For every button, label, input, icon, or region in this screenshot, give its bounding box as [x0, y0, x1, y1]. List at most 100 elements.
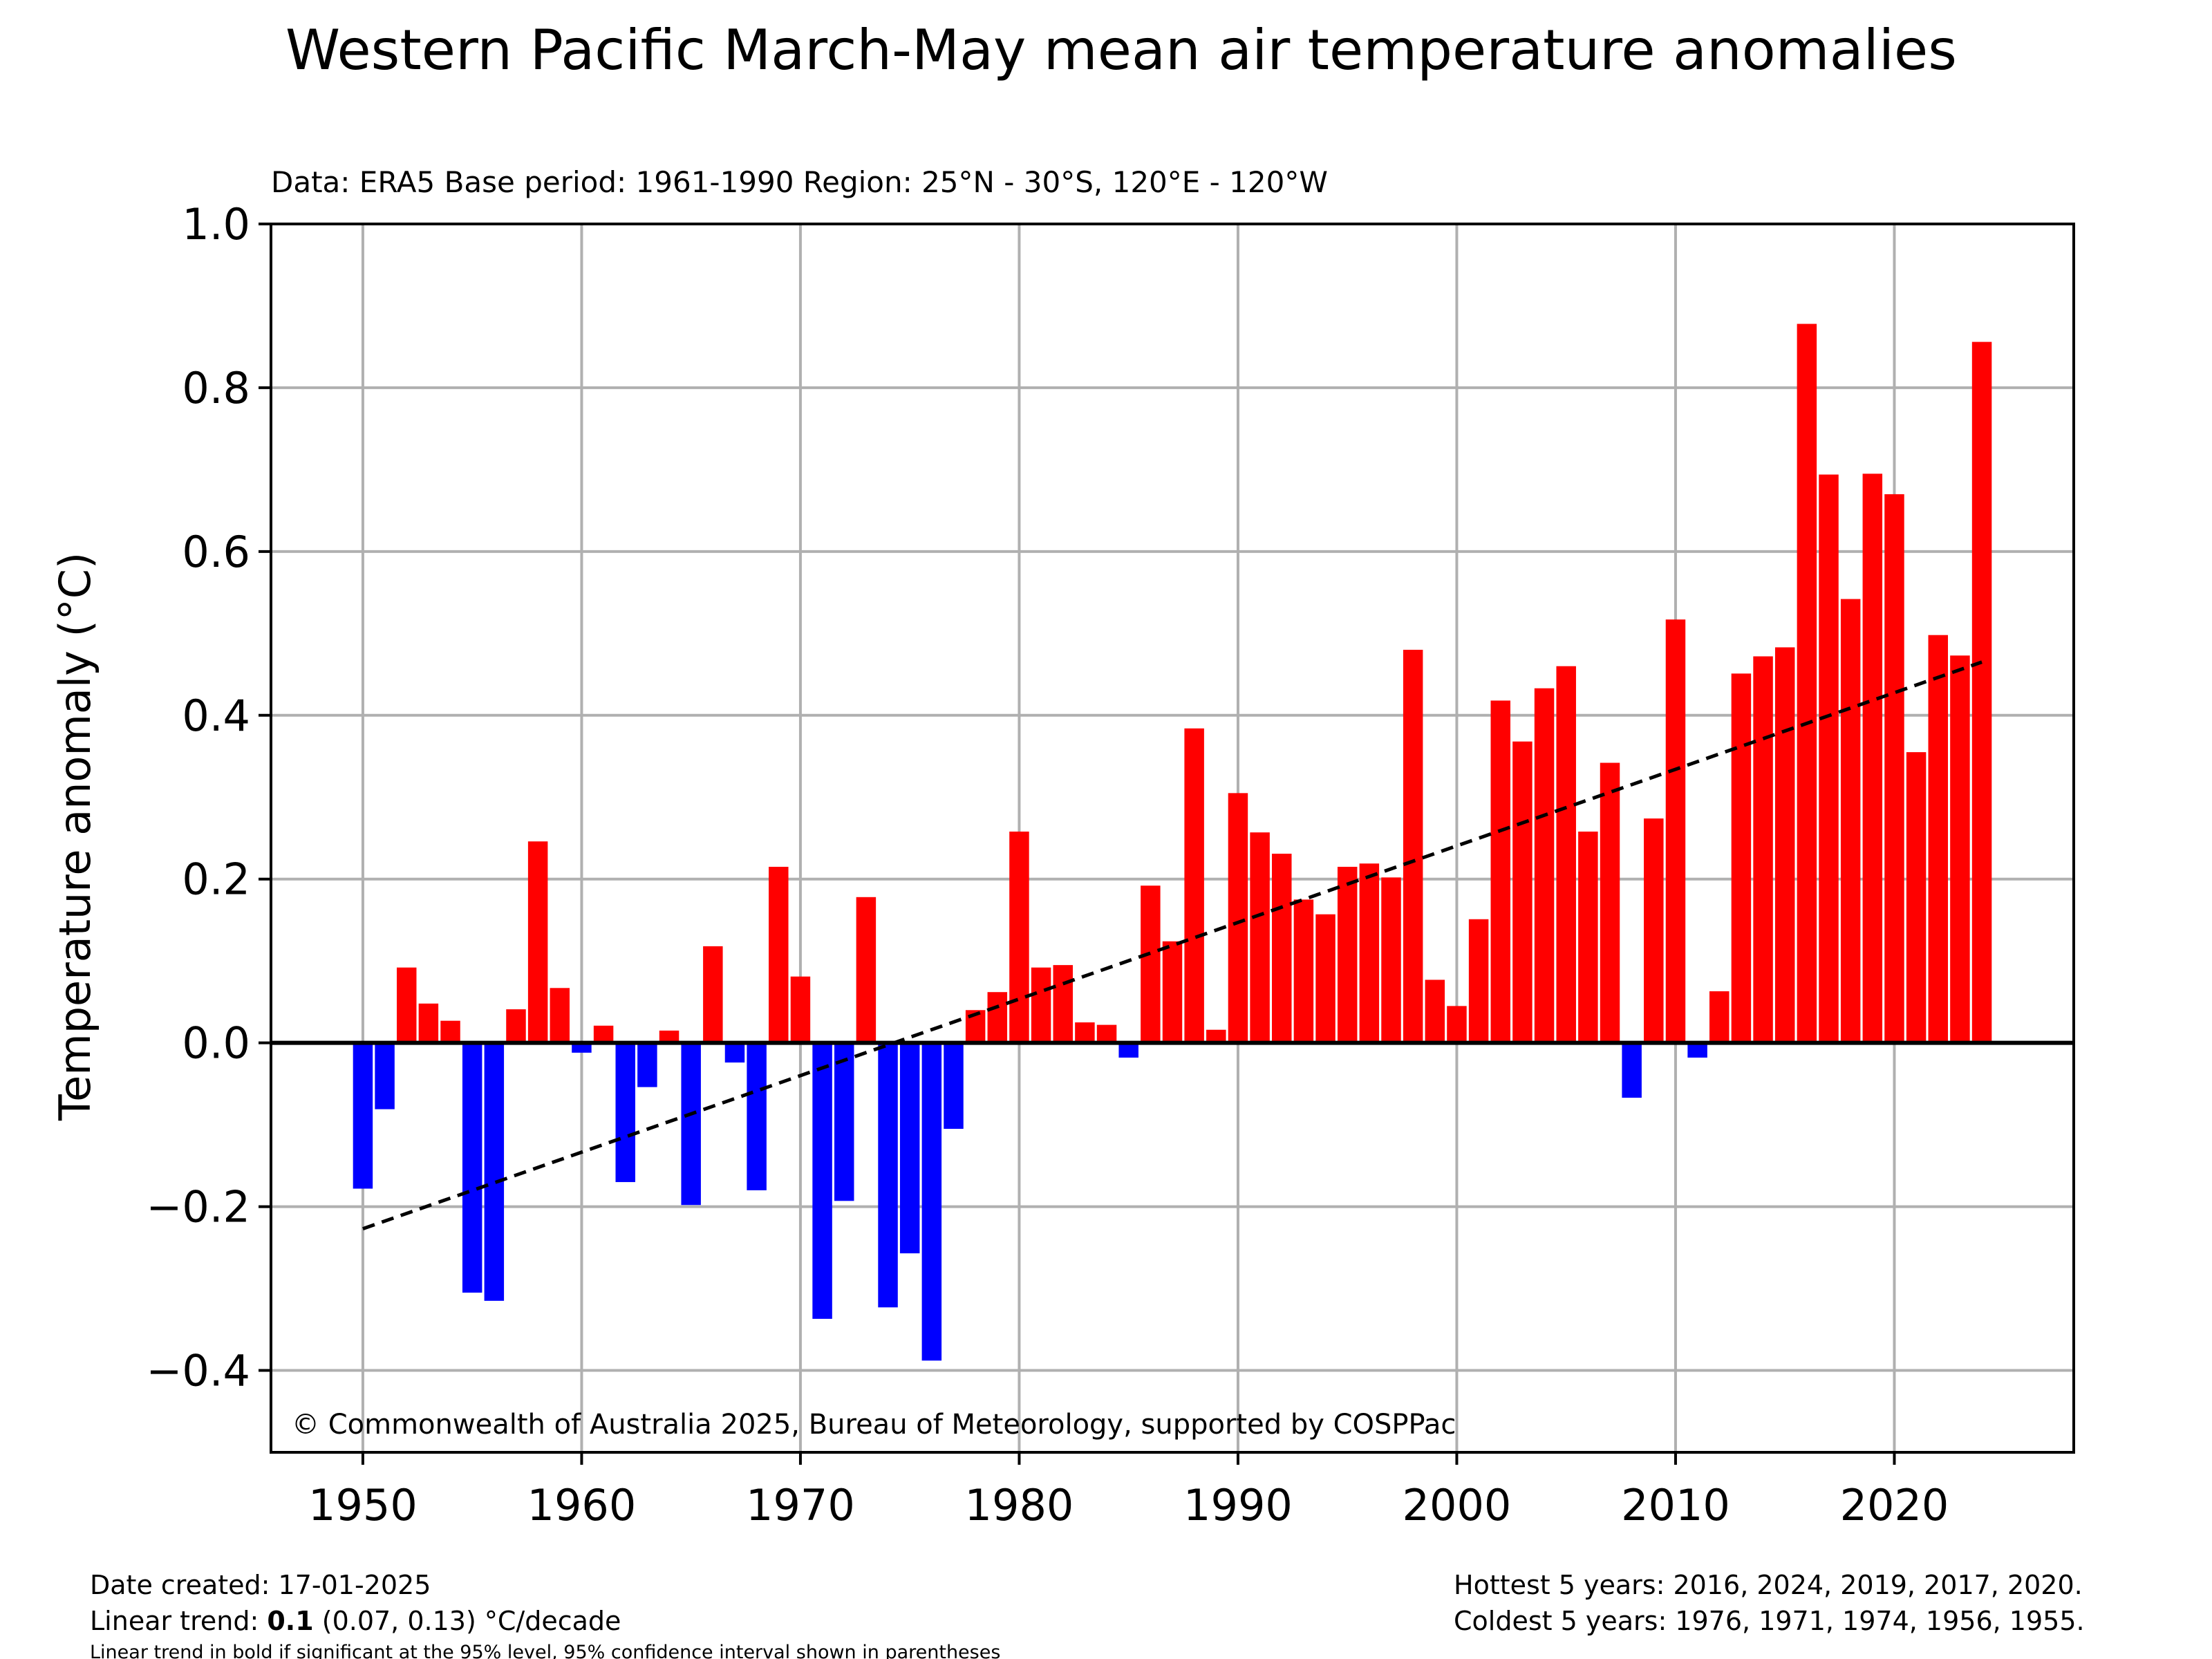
chart-subtitle: Data: ERA5 Base period: 1961-1990 Region… — [271, 165, 1328, 199]
bar-1973 — [856, 897, 877, 1043]
bar-1990 — [1228, 793, 1248, 1043]
bar-2019 — [1862, 474, 1883, 1043]
y-tick-label: 0.6 — [182, 527, 250, 577]
bar-1963 — [637, 1042, 657, 1087]
bar-1980 — [1009, 832, 1029, 1043]
bar-1962 — [615, 1042, 635, 1183]
bar-2001 — [1468, 919, 1489, 1043]
bar-2020 — [1884, 494, 1904, 1043]
bar-2014 — [1753, 656, 1773, 1043]
y-axis: −0.4 −0.2 0.0 0.2 0.4 0.6 0.8 1.0 — [146, 199, 271, 1396]
bar-1992 — [1272, 854, 1292, 1043]
bar-1976 — [921, 1042, 942, 1361]
bar-1982 — [1053, 965, 1073, 1043]
bar-2010 — [1665, 619, 1686, 1043]
coldest-years: Coldest 5 years: 1976, 1971, 1974, 1956,… — [1454, 1606, 2085, 1636]
bar-1989 — [1206, 1029, 1226, 1043]
bar-1953 — [418, 1003, 439, 1043]
x-tick-label: 1990 — [1183, 1480, 1293, 1530]
bar-1968 — [747, 1042, 767, 1190]
copyright-annotation: © Commonwealth of Australia 2025, Bureau… — [292, 1409, 1456, 1441]
hottest-years: Hottest 5 years: 2016, 2024, 2019, 2017,… — [1454, 1570, 2083, 1600]
bar-1977 — [944, 1042, 964, 1130]
bar-2011 — [1687, 1042, 1707, 1058]
bar-1959 — [550, 988, 570, 1043]
x-tick-label: 2000 — [1403, 1480, 1512, 1530]
y-axis-label: Temperature anomaly (°C) — [50, 552, 100, 1121]
bar-1974 — [878, 1042, 898, 1308]
y-tick-label: 1.0 — [182, 199, 250, 250]
y-tick-label: 0.0 — [182, 1018, 250, 1069]
bar-1958 — [527, 841, 548, 1043]
bar-1991 — [1250, 832, 1270, 1043]
x-tick-label: 1970 — [746, 1480, 855, 1530]
y-tick-label: 0.4 — [182, 691, 250, 741]
bar-1951 — [375, 1042, 395, 1109]
chart-title: Western Pacific March-May mean air tempe… — [285, 18, 1957, 82]
bar-1999 — [1425, 980, 1445, 1043]
bar-1960 — [572, 1042, 592, 1053]
bar-1988 — [1184, 728, 1204, 1043]
bar-1966 — [703, 946, 723, 1043]
bar-2021 — [1906, 752, 1927, 1043]
bar-2013 — [1731, 673, 1752, 1043]
bar-1994 — [1315, 914, 1335, 1043]
y-tick-label: 0.8 — [182, 363, 250, 413]
bars — [353, 324, 1992, 1361]
bar-1998 — [1403, 650, 1423, 1043]
bar-2017 — [1819, 474, 1839, 1043]
bar-1995 — [1337, 866, 1358, 1043]
bar-2003 — [1512, 741, 1533, 1043]
bar-1965 — [681, 1042, 701, 1206]
bar-1950 — [353, 1042, 373, 1189]
bar-1952 — [396, 967, 417, 1043]
bar-1996 — [1359, 863, 1380, 1043]
bar-2024 — [1971, 341, 1992, 1043]
bar-1956 — [484, 1042, 505, 1301]
bar-1979 — [987, 992, 1008, 1043]
bar-2016 — [1797, 324, 1817, 1043]
y-tick-label: −0.4 — [146, 1346, 250, 1396]
bar-1986 — [1141, 885, 1161, 1043]
bar-1972 — [834, 1042, 854, 1201]
trend-value: 0.1 — [267, 1606, 313, 1636]
bar-1954 — [440, 1020, 460, 1043]
plot-frame — [270, 223, 2075, 1454]
x-tick-label: 2020 — [1840, 1480, 1949, 1530]
bar-1987 — [1162, 941, 1183, 1043]
bar-2007 — [1600, 762, 1620, 1043]
bar-1964 — [659, 1030, 679, 1043]
trend-prefix: Linear trend: — [90, 1606, 267, 1636]
bar-2008 — [1622, 1042, 1642, 1098]
bar-1971 — [812, 1042, 832, 1319]
date-created: Date created: 17-01-2025 — [90, 1570, 431, 1600]
x-tick-label: 1960 — [527, 1480, 637, 1530]
x-tick-label: 1980 — [965, 1480, 1074, 1530]
y-tick-label: −0.2 — [146, 1182, 250, 1232]
bar-2018 — [1840, 599, 1861, 1043]
bar-1955 — [462, 1042, 482, 1293]
bar-1957 — [506, 1009, 526, 1043]
bar-2006 — [1578, 832, 1598, 1043]
x-axis: 1950 1960 1970 1980 1990 2000 2010 2020 — [308, 1452, 1949, 1530]
trend-line — [362, 660, 1983, 1230]
bar-1967 — [724, 1042, 745, 1063]
trend-note: Linear trend in bold if significant at t… — [90, 1642, 1000, 1659]
bar-2002 — [1490, 700, 1510, 1043]
bar-2009 — [1644, 818, 1664, 1043]
bar-2000 — [1447, 1006, 1467, 1043]
bar-1961 — [593, 1025, 614, 1043]
bar-2005 — [1556, 666, 1576, 1043]
bar-1981 — [1031, 967, 1051, 1043]
bar-2012 — [1709, 991, 1730, 1043]
bar-1970 — [790, 976, 811, 1043]
trend-suffix: (0.07, 0.13) °C/decade — [314, 1606, 621, 1636]
x-tick-label: 2010 — [1621, 1480, 1730, 1530]
x-tick-label: 1950 — [308, 1480, 418, 1530]
bar-2022 — [1928, 635, 1949, 1043]
linear-trend-text: Linear trend: 0.1 (0.07, 0.13) °C/decade — [90, 1606, 621, 1636]
bar-1993 — [1293, 899, 1314, 1043]
bar-1975 — [899, 1042, 920, 1254]
bar-2004 — [1534, 688, 1555, 1043]
